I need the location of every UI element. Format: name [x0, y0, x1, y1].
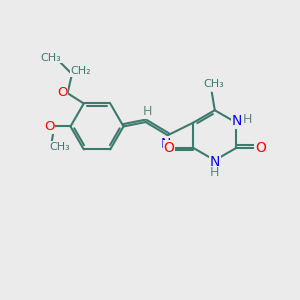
Text: CH₃: CH₃: [40, 53, 61, 63]
Text: O: O: [44, 120, 55, 133]
Text: CH₂: CH₂: [70, 66, 91, 76]
Text: CH₃: CH₃: [49, 142, 70, 152]
Text: CH₃: CH₃: [203, 79, 224, 89]
Text: H: H: [142, 105, 152, 118]
Text: O: O: [255, 141, 266, 155]
Text: O: O: [164, 141, 174, 155]
Text: N: N: [161, 136, 171, 151]
Text: N: N: [210, 155, 220, 169]
Text: H: H: [210, 166, 220, 179]
Text: N: N: [232, 114, 242, 128]
Text: H: H: [242, 113, 252, 126]
Text: O: O: [57, 86, 68, 99]
